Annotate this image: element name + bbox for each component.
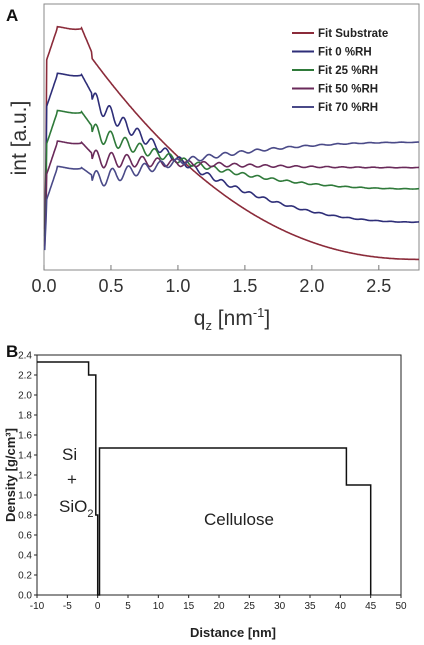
xtick-label: 0 <box>95 601 101 612</box>
xtick-label: 0.5 <box>98 276 123 296</box>
panel-b: -10 -5 0 5 10 15 20 25 30 35 40 45 50 0.0 0.2 0.4 0.6 0.8… <box>3 351 407 641</box>
ytick-label: 0.0 <box>18 591 32 602</box>
xtick-label: 30 <box>274 601 286 612</box>
xtick-label: -5 <box>63 601 72 612</box>
series-line-fit-0-rh <box>43 72 419 237</box>
ytick-label: 0.8 <box>18 511 32 522</box>
panel-a-xlabel: qz [nm-1] <box>194 305 270 333</box>
legend-entry: Fit 0 %RH <box>318 47 372 59</box>
region-cellulose-label: Cellulose <box>204 510 274 529</box>
panel-a-label: A <box>6 6 18 25</box>
ytick-label: 1.8 <box>18 411 32 422</box>
panel-b-ylabel: Density [g/cm³] <box>3 428 18 522</box>
panel-b-ticks: -10 -5 0 5 10 15 20 25 30 35 40 45 50 0.0 0.2 0.4 0.6 0.8… <box>18 351 407 613</box>
series-line-fit-70-rh <box>43 141 420 251</box>
xtick-label: 1.5 <box>232 276 257 296</box>
ytick-label: 2.0 <box>18 391 32 402</box>
xtick-label: 45 <box>365 601 377 612</box>
density-profile-line <box>37 361 372 596</box>
panel-a-legend: Fit Substrate Fit 0 %RH Fit 25 %RH Fit 50 %… <box>292 28 388 114</box>
legend-entry: Fit 25 %RH <box>318 65 378 77</box>
xtick-label: 2.5 <box>366 276 391 296</box>
ytick-label: 1.4 <box>18 451 32 462</box>
xtick-label: 40 <box>335 601 347 612</box>
panel-a-xticks: 0.0 0.5 1.0 1.5 2.0 2.5 <box>31 265 391 296</box>
panel-b-xlabel: Distance [nm] <box>190 625 276 640</box>
series-line-fit-25-rh <box>43 109 419 242</box>
xtick-label: 25 <box>244 601 256 612</box>
xtick-label: 50 <box>395 601 407 612</box>
xtick-label: 2.0 <box>299 276 324 296</box>
xtick-label: 10 <box>153 601 165 612</box>
legend-entry: Fit Substrate <box>318 28 388 40</box>
ytick-label: 1.2 <box>18 471 32 482</box>
region-plus-label: + <box>67 470 77 489</box>
series-line-fit-substrate <box>43 25 419 261</box>
ytick-label: 2.2 <box>18 371 32 382</box>
series-line-fit-50-rh <box>43 140 419 247</box>
xtick-label: 15 <box>183 601 195 612</box>
legend-entry: Fit 50 %RH <box>318 84 378 96</box>
xtick-label: 5 <box>125 601 131 612</box>
panel-b-label: B <box>6 342 18 361</box>
ytick-label: 0.2 <box>18 571 32 582</box>
xtick-label: 0.0 <box>31 276 56 296</box>
region-si-label: Si <box>62 445 77 464</box>
ytick-label: 1.6 <box>18 431 32 442</box>
region-sio2-label: SiO2 <box>59 497 93 520</box>
ytick-label: 2.4 <box>18 351 32 362</box>
ytick-label: 1.0 <box>18 491 32 502</box>
ytick-label: 0.4 <box>18 551 32 562</box>
panel-a-series-group <box>43 25 420 261</box>
legend-entry: Fit 70 %RH <box>318 102 378 114</box>
panel-a-ylabel: int [a.u.] <box>8 101 31 176</box>
xtick-label: 20 <box>213 601 225 612</box>
xtick-label: 1.0 <box>165 276 190 296</box>
ytick-label: 0.6 <box>18 531 32 542</box>
panel-a: 0.0 0.5 1.0 1.5 2.0 2.5 Fit Substrate Fit 0 %R… <box>8 3 420 333</box>
xtick-label: -10 <box>30 601 45 612</box>
xtick-label: 35 <box>304 601 316 612</box>
